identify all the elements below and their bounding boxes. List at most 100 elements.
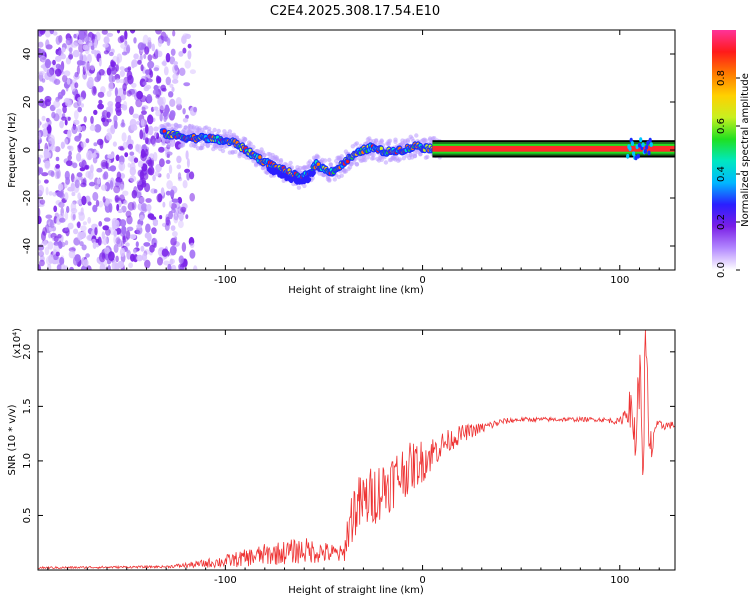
spectrogram-y-tick-label: 20 bbox=[22, 96, 33, 109]
noise-speckle bbox=[70, 182, 75, 192]
noise-speckle bbox=[62, 105, 67, 114]
noise-speckle bbox=[119, 79, 125, 84]
noise-speckle bbox=[110, 227, 115, 236]
noise-speckle bbox=[55, 63, 61, 70]
noise-speckle bbox=[61, 116, 67, 121]
noise-speckle bbox=[86, 53, 92, 64]
noise-speckle bbox=[151, 227, 157, 235]
noise-speckle bbox=[159, 158, 165, 168]
ridge-halo bbox=[183, 125, 188, 130]
noise-speckle bbox=[146, 168, 153, 175]
noise-speckle bbox=[129, 234, 137, 240]
noise-speckle bbox=[155, 75, 160, 84]
noise-speckle bbox=[72, 162, 78, 169]
noise-speckle bbox=[68, 250, 76, 259]
noise-speckle bbox=[186, 171, 191, 181]
noise-speckle bbox=[107, 166, 113, 171]
noise-speckle bbox=[116, 203, 120, 212]
noise-speckle bbox=[116, 30, 121, 34]
noise-speckle bbox=[183, 82, 191, 87]
noise-speckle bbox=[112, 259, 117, 267]
noise-speckle bbox=[52, 31, 58, 36]
noise-speckle bbox=[125, 230, 131, 240]
ridge-branch bbox=[311, 170, 316, 176]
ridge-halo bbox=[387, 138, 393, 143]
noise-speckle bbox=[53, 236, 59, 242]
noise-speckle bbox=[77, 144, 82, 153]
noise-speckle bbox=[137, 169, 144, 177]
noise-speckle bbox=[122, 190, 129, 196]
noise-speckle bbox=[114, 194, 120, 202]
tone-disturbance bbox=[649, 142, 653, 148]
noise-speckle bbox=[189, 192, 195, 202]
ridge-halo bbox=[423, 138, 429, 143]
noise-speckle bbox=[176, 164, 182, 170]
noise-speckle bbox=[67, 145, 72, 150]
noise-speckle bbox=[94, 184, 100, 190]
noise-speckle bbox=[117, 260, 125, 269]
spectrogram-panel: -100 0 100 -40 -20 0 20 40 Height of straight l… bbox=[7, 29, 676, 296]
snr-frame bbox=[37, 329, 676, 571]
noise-speckle bbox=[176, 155, 182, 164]
noise-speckle bbox=[77, 124, 82, 133]
noise-speckle bbox=[91, 238, 96, 244]
noise-speckle bbox=[168, 200, 173, 208]
noise-speckle bbox=[153, 126, 159, 132]
noise-speckle bbox=[90, 45, 95, 50]
noise-speckle bbox=[82, 221, 87, 226]
noise-speckle bbox=[115, 64, 119, 72]
noise-speckle bbox=[144, 137, 149, 145]
noise-speckle bbox=[140, 245, 145, 252]
ridge-halo bbox=[371, 156, 376, 161]
noise-speckle bbox=[97, 91, 105, 98]
noise-speckle bbox=[40, 30, 46, 34]
noise-speckle bbox=[172, 231, 178, 237]
noise-speckle bbox=[115, 95, 122, 104]
noise-speckle bbox=[60, 53, 66, 60]
noise-speckle bbox=[158, 146, 165, 153]
noise-speckle bbox=[94, 227, 98, 236]
noise-speckle bbox=[91, 49, 97, 55]
noise-speckle bbox=[93, 142, 98, 147]
noise-speckle bbox=[113, 243, 119, 253]
noise-speckle bbox=[85, 195, 91, 204]
colorbar-ticks: 0.0 0.2 0.4 0.6 0.8 bbox=[716, 70, 740, 278]
noise-speckle bbox=[160, 187, 165, 196]
noise-speckle bbox=[48, 254, 54, 264]
noise-speckle bbox=[94, 124, 102, 133]
noise-speckle bbox=[119, 70, 125, 77]
noise-speckle bbox=[137, 144, 142, 154]
noise-speckle bbox=[129, 163, 136, 171]
noise-speckle bbox=[60, 263, 66, 270]
ridge-halo bbox=[248, 141, 253, 146]
ridge-halo bbox=[383, 160, 389, 165]
noise-speckle bbox=[131, 82, 137, 88]
noise-speckle bbox=[186, 158, 190, 168]
noise-speckle bbox=[139, 129, 143, 140]
noise-speckle bbox=[171, 198, 179, 203]
noise-speckle bbox=[130, 124, 138, 131]
ridge-halo bbox=[205, 143, 210, 149]
noise-speckle bbox=[84, 165, 89, 170]
noise-speckle bbox=[106, 32, 114, 38]
spectrogram-x-tick-label: 100 bbox=[610, 275, 629, 286]
noise-speckle bbox=[119, 183, 125, 191]
noise-speckle bbox=[73, 110, 79, 120]
noise-speckle bbox=[61, 212, 65, 219]
noise-speckle bbox=[145, 124, 149, 134]
noise-speckle bbox=[182, 47, 187, 54]
noise-speckle bbox=[96, 167, 103, 173]
noise-speckle bbox=[159, 215, 163, 220]
tone-disturbance bbox=[632, 151, 636, 157]
noise-speckle bbox=[74, 82, 79, 89]
noise-speckle bbox=[86, 79, 94, 89]
noise-speckle bbox=[58, 201, 65, 208]
noise-speckle bbox=[85, 253, 90, 258]
noise-speckle bbox=[46, 124, 52, 134]
noise-speckle bbox=[149, 244, 155, 253]
noise-speckle bbox=[181, 242, 187, 253]
noise-speckle bbox=[168, 91, 174, 98]
noise-speckle bbox=[38, 250, 45, 257]
noise-speckle bbox=[137, 42, 145, 51]
noise-speckle bbox=[187, 43, 192, 49]
